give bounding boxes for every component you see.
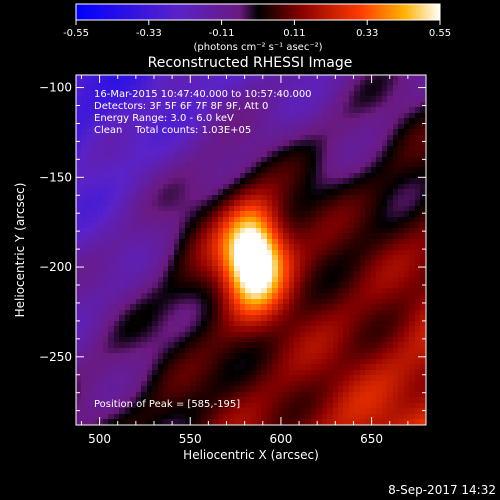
- info-line-detectors: Detectors: 3F 5F 6F 7F 8F 9F, Att 0: [94, 101, 268, 112]
- colorbar: -0.55 -0.33 -0.11 0.11 0.33 0.55 (photons cm⁻…: [63, 3, 451, 53]
- x-tick-label: 500: [88, 432, 111, 446]
- peak-position-label: Position of Peak = [585,-195]: [94, 399, 240, 410]
- x-tick-label: 650: [360, 432, 383, 446]
- y-axis-label: Heliocentric Y (arcsec): [13, 183, 27, 318]
- footer-timestamp: 8-Sep-2017 14:32: [388, 483, 496, 497]
- colorbar-tick-label: 0.11: [283, 28, 305, 39]
- plot-area: 500 550 600 650 −100 −150 −200 −250: [39, 74, 427, 446]
- colorbar-tick-label: 0.55: [429, 28, 451, 39]
- colorbar-unit-label: (photons cm⁻² s⁻¹ asec⁻²): [193, 42, 322, 53]
- colorbar-strip: [75, 3, 441, 21]
- colorbar-tick-label: -0.33: [136, 28, 162, 39]
- x-tick-label: 550: [179, 432, 202, 446]
- info-block: 16-Mar-2015 10:47:40.000 to 10:57:40.000…: [94, 89, 312, 136]
- y-tick-label: −100: [39, 81, 72, 95]
- info-line-energy: Energy Range: 3.0 - 6.0 keV: [94, 113, 234, 124]
- x-tick-label: 600: [269, 432, 292, 446]
- colorbar-tick-label: 0.33: [356, 28, 378, 39]
- y-tick-label: −250: [39, 350, 72, 364]
- colorbar-tick-label: -0.55: [63, 28, 89, 39]
- info-line-time: 16-Mar-2015 10:47:40.000 to 10:57:40.000: [94, 89, 312, 100]
- heatmap-image: [76, 75, 426, 425]
- colorbar-tick-label: -0.11: [209, 28, 235, 39]
- info-line-clean: Clean Total counts: 1.03E+05: [94, 125, 251, 136]
- y-tick-label: −200: [39, 260, 72, 274]
- x-axis-label: Heliocentric X (arcsec): [183, 448, 319, 462]
- plot-frame: [75, 74, 427, 426]
- chart-title: Reconstructed RHESSI Image: [148, 55, 353, 71]
- y-tick-label: −150: [39, 170, 72, 184]
